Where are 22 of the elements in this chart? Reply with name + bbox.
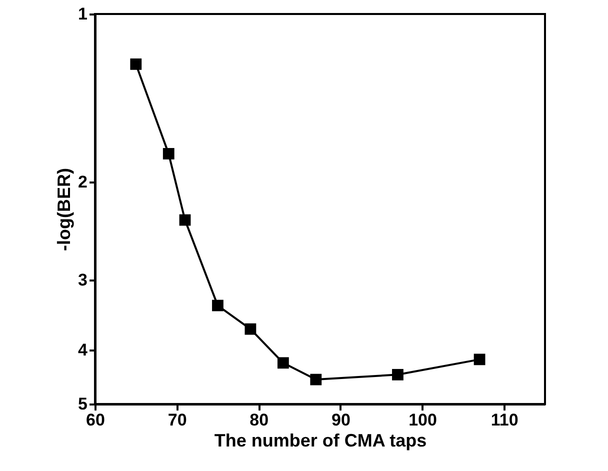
point [130, 58, 142, 70]
y-tick-label: 1 [78, 4, 88, 24]
point [212, 300, 224, 312]
y-tick-label: 3 [78, 270, 88, 290]
x-tick-label: 70 [168, 410, 187, 430]
x-tick-label: 90 [331, 410, 350, 430]
point [179, 214, 191, 226]
x-tick-label: 110 [490, 410, 518, 430]
y-tick-label: 5 [78, 394, 88, 414]
y-axis-title: -log(BER) [54, 168, 74, 251]
point [162, 148, 174, 160]
y-tick-label: 2 [78, 172, 88, 192]
y-tick-label: 4 [78, 340, 88, 360]
point [277, 357, 289, 369]
x-tick-label: 60 [86, 410, 105, 430]
point [474, 354, 486, 366]
x-tick-label: 100 [408, 410, 437, 430]
point [310, 374, 322, 386]
point [244, 323, 256, 335]
point [392, 368, 404, 380]
x-tick-label: 80 [250, 410, 269, 430]
x-axis-title: The number of CMA taps [214, 430, 427, 450]
